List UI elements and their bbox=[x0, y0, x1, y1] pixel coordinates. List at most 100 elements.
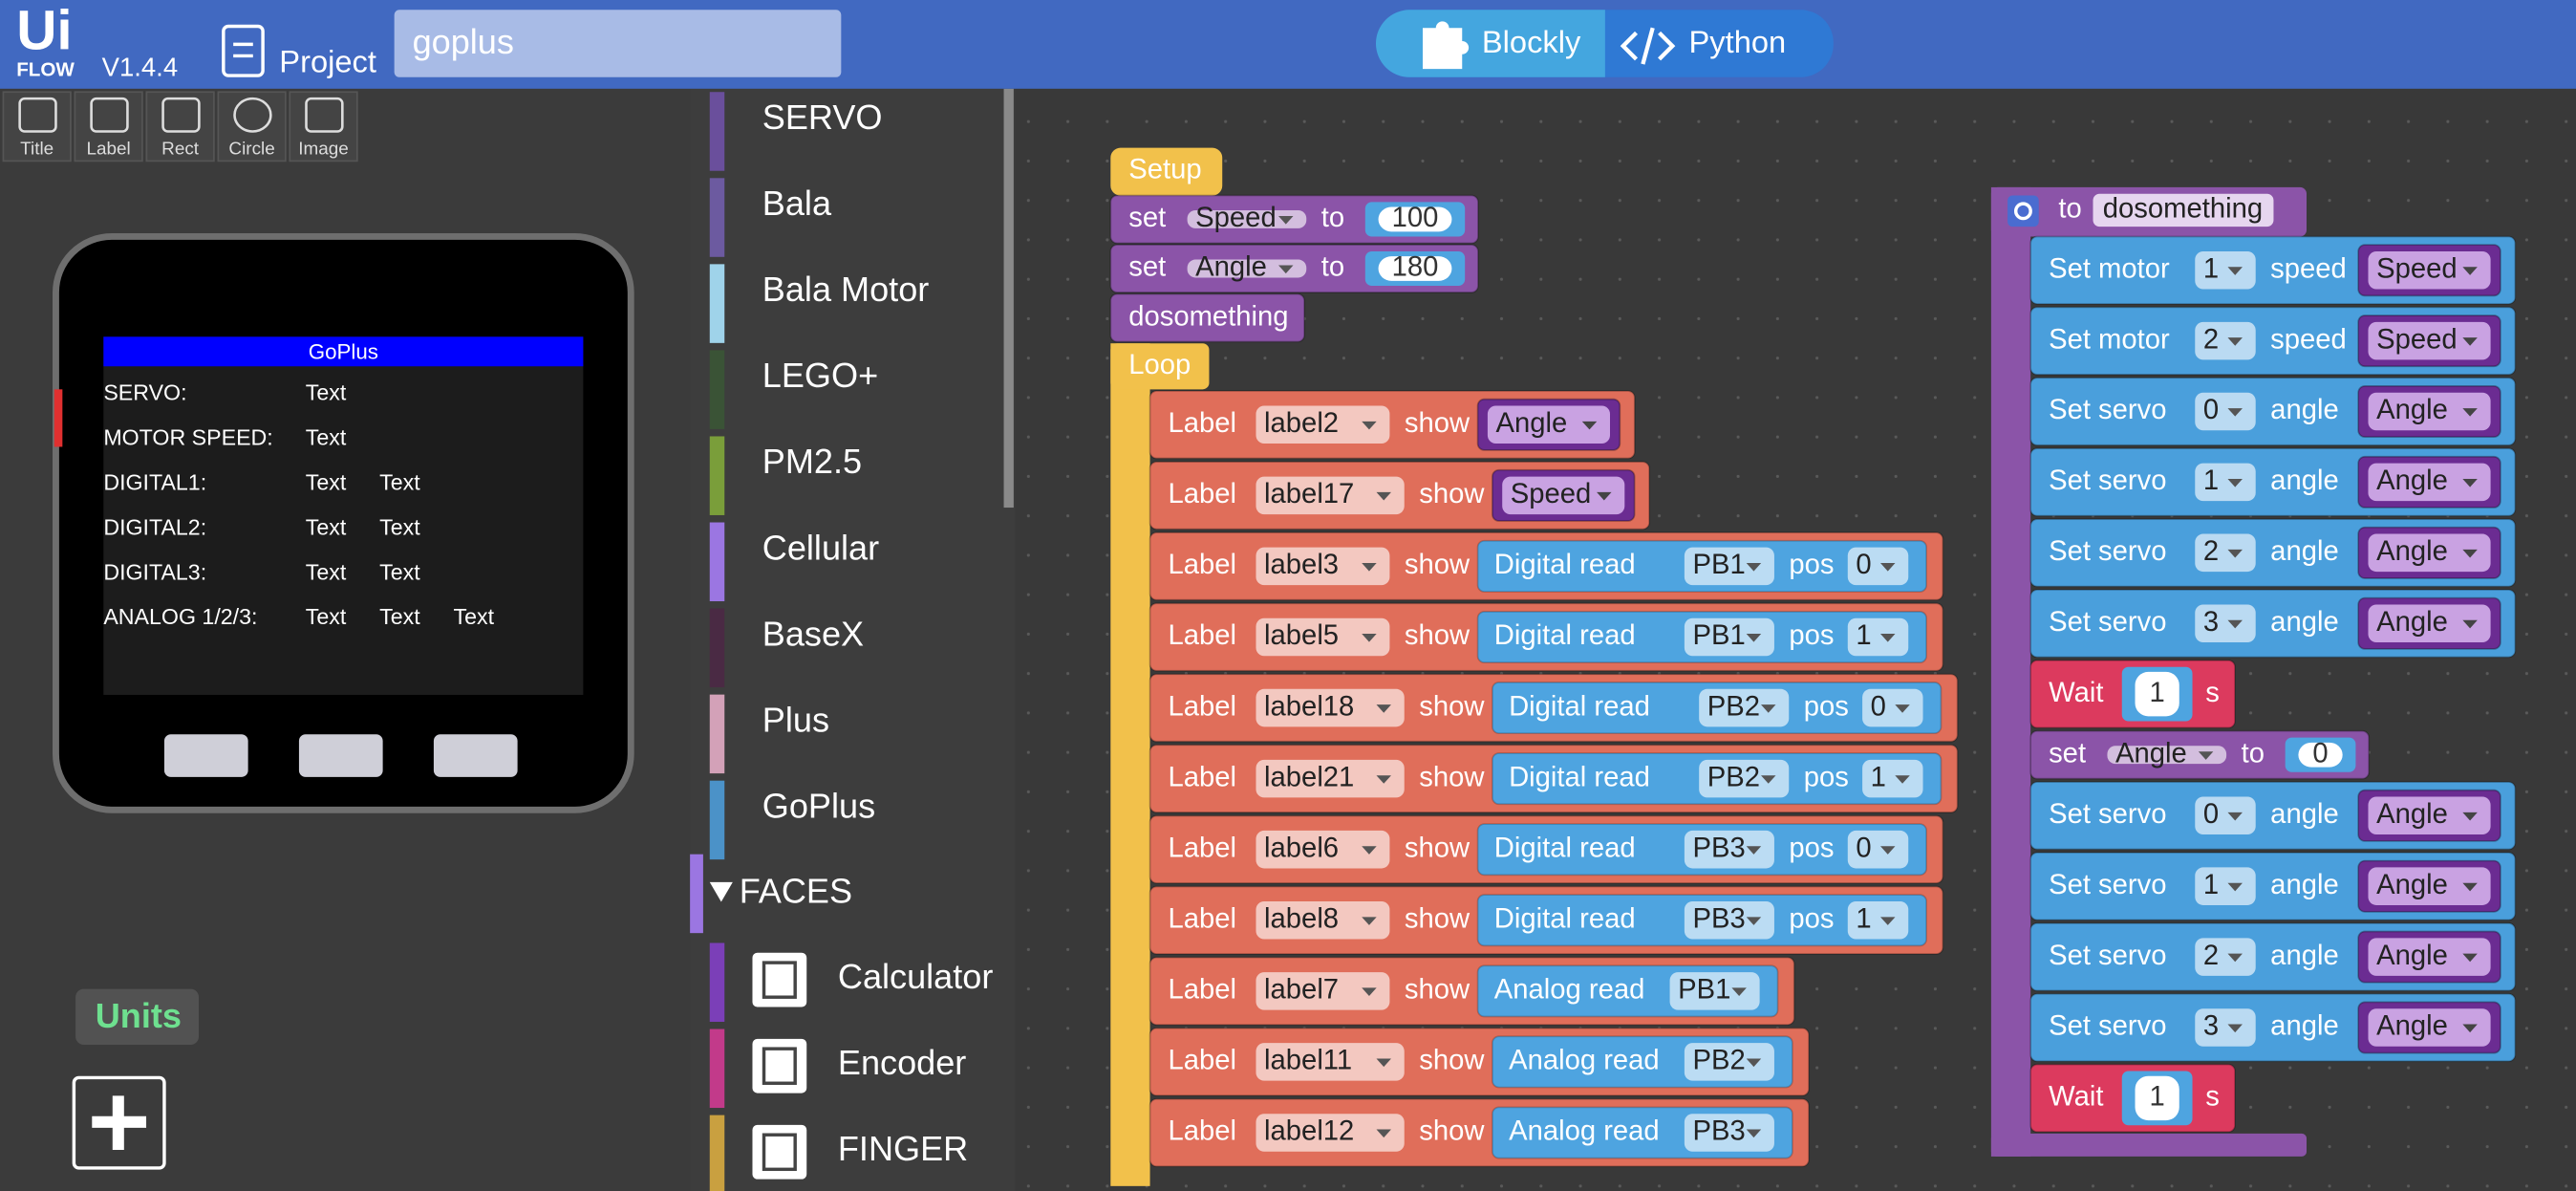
tool-button[interactable] bbox=[145, 91, 215, 162]
number-value[interactable]: 1 bbox=[2150, 678, 2165, 708]
function-name[interactable]: dosomething bbox=[2103, 194, 2263, 225]
category-item[interactable]: Bala Motor bbox=[762, 270, 930, 309]
dropdown-value[interactable]: 2 bbox=[2203, 536, 2219, 567]
dropdown-value[interactable]: 1 bbox=[2203, 870, 2219, 900]
tool-label[interactable]: Image bbox=[298, 139, 349, 159]
variable-name[interactable]: Angle bbox=[2376, 395, 2448, 425]
tool-label[interactable]: Circle bbox=[228, 139, 274, 159]
tool-label[interactable]: Title bbox=[20, 139, 54, 159]
number-value[interactable]: 1 bbox=[2150, 1082, 2165, 1113]
variable-field[interactable] bbox=[2368, 604, 2491, 642]
variable-name[interactable]: Speed bbox=[1511, 479, 1592, 509]
project-button[interactable]: Project bbox=[279, 44, 376, 79]
variable-field[interactable] bbox=[2368, 392, 2491, 431]
variable-field[interactable] bbox=[2368, 463, 2491, 502]
device-button[interactable] bbox=[433, 734, 518, 777]
tool-button[interactable] bbox=[217, 91, 287, 162]
dropdown-value[interactable]: 3 bbox=[2203, 607, 2219, 638]
dropdown-field[interactable] bbox=[2195, 250, 2256, 290]
dropdown-value[interactable]: PB3 bbox=[1692, 903, 1745, 934]
tab-blockly[interactable]: Blockly bbox=[1482, 24, 1581, 59]
dropdown-value[interactable]: PB2 bbox=[1707, 762, 1760, 792]
units-label[interactable]: Units bbox=[96, 996, 182, 1035]
number-field[interactable] bbox=[2135, 1075, 2179, 1121]
dropdown-field[interactable] bbox=[1862, 759, 1923, 798]
number-field[interactable] bbox=[1378, 206, 1452, 232]
number-field[interactable] bbox=[2298, 742, 2343, 768]
dropdown-field[interactable] bbox=[1256, 476, 1405, 515]
dropdown-value[interactable]: 0 bbox=[1856, 550, 1871, 580]
block[interactable] bbox=[1109, 292, 1305, 343]
dropdown-field[interactable] bbox=[1256, 901, 1390, 940]
dropdown-field[interactable] bbox=[2195, 796, 2256, 835]
variable-name[interactable]: Angle bbox=[2376, 799, 2448, 830]
dropdown-value[interactable]: PB1 bbox=[1692, 620, 1745, 651]
faces-item[interactable]: FINGER bbox=[838, 1129, 968, 1168]
variable-field[interactable] bbox=[2368, 250, 2491, 290]
dropdown-field[interactable] bbox=[1684, 1043, 1774, 1081]
number-field[interactable] bbox=[1378, 256, 1452, 281]
variable-field[interactable] bbox=[1502, 476, 1625, 515]
variable-field[interactable] bbox=[2368, 321, 2491, 360]
dropdown-field[interactable] bbox=[1847, 617, 1909, 657]
dropdown-field[interactable] bbox=[1256, 688, 1405, 727]
dropdown-field[interactable] bbox=[1256, 617, 1390, 657]
dropdown-value[interactable]: 0 bbox=[2203, 395, 2219, 425]
tool-label[interactable]: Rect bbox=[161, 139, 200, 159]
category-item[interactable]: BaseX bbox=[762, 614, 864, 653]
device-button[interactable] bbox=[163, 734, 248, 777]
dropdown-field[interactable] bbox=[1684, 547, 1774, 586]
dropdown-field[interactable] bbox=[1669, 972, 1760, 1010]
gear-icon[interactable] bbox=[2007, 195, 2039, 227]
category-item[interactable]: GoPlus bbox=[762, 786, 875, 825]
dropdown-field[interactable] bbox=[1862, 688, 1923, 727]
dropdown-field[interactable] bbox=[1684, 617, 1774, 657]
loop-block[interactable] bbox=[1110, 343, 1150, 1186]
dropdown-value[interactable]: label3 bbox=[1264, 550, 1339, 580]
project-name[interactable]: goplus bbox=[413, 22, 514, 61]
variable-name[interactable]: Angle bbox=[2376, 941, 2448, 971]
variable-name[interactable]: Speed bbox=[2376, 324, 2458, 355]
dropdown-field[interactable] bbox=[2195, 463, 2256, 502]
dropdown-field[interactable] bbox=[1256, 1043, 1405, 1081]
add-unit-button[interactable] bbox=[72, 1075, 166, 1170]
dropdown-field[interactable] bbox=[1256, 759, 1405, 798]
dropdown-value[interactable]: label8 bbox=[1264, 903, 1339, 934]
dropdown-value[interactable]: PB3 bbox=[1692, 833, 1745, 863]
dropdown-value[interactable]: 1 bbox=[2203, 466, 2219, 496]
dropdown-field[interactable] bbox=[2195, 533, 2256, 573]
dropdown-value[interactable]: 0 bbox=[1871, 691, 1886, 722]
variable-name[interactable]: Angle bbox=[2376, 870, 2448, 900]
dropdown-value[interactable]: label5 bbox=[1264, 620, 1339, 651]
dropdown-field[interactable] bbox=[1256, 972, 1390, 1010]
dropdown-value[interactable]: 2 bbox=[2203, 941, 2219, 971]
faces-header[interactable]: FACES bbox=[740, 871, 852, 910]
dropdown-field[interactable] bbox=[2195, 604, 2256, 642]
variable-field[interactable] bbox=[2368, 533, 2491, 573]
function-name-field[interactable] bbox=[2093, 193, 2274, 227]
dropdown-value[interactable]: 1 bbox=[1856, 903, 1871, 934]
variable-field[interactable] bbox=[2368, 796, 2491, 835]
dropdown-value[interactable]: 3 bbox=[2203, 1011, 2219, 1042]
function-block[interactable] bbox=[1990, 186, 2031, 1157]
tool-label[interactable]: Label bbox=[87, 139, 131, 159]
variable-field[interactable] bbox=[2368, 938, 2491, 976]
faces-item[interactable]: Encoder bbox=[838, 1043, 966, 1082]
tab-python[interactable]: Python bbox=[1689, 24, 1787, 59]
dropdown-field[interactable] bbox=[1847, 547, 1909, 586]
units-chip[interactable] bbox=[75, 988, 200, 1046]
dropdown-value[interactable]: PB3 bbox=[1692, 1116, 1745, 1147]
dropdown-value[interactable]: label7 bbox=[1264, 975, 1339, 1006]
dropdown-field[interactable] bbox=[2195, 321, 2256, 360]
dropdown-value[interactable]: PB2 bbox=[1707, 691, 1760, 722]
dropdown-value[interactable]: 2 bbox=[2203, 324, 2219, 355]
category-item[interactable]: SERVO bbox=[762, 97, 883, 137]
dropdown-field[interactable] bbox=[1256, 405, 1390, 444]
variable-field[interactable] bbox=[2368, 867, 2491, 905]
project-icon[interactable] bbox=[222, 24, 265, 77]
dropdown-value[interactable]: label17 bbox=[1264, 479, 1354, 509]
faces-item[interactable]: Calculator bbox=[838, 957, 993, 996]
dropdown-value[interactable]: 1 bbox=[2203, 253, 2219, 284]
dropdown-field[interactable] bbox=[1256, 547, 1390, 586]
dropdown-field[interactable] bbox=[1684, 1114, 1774, 1152]
